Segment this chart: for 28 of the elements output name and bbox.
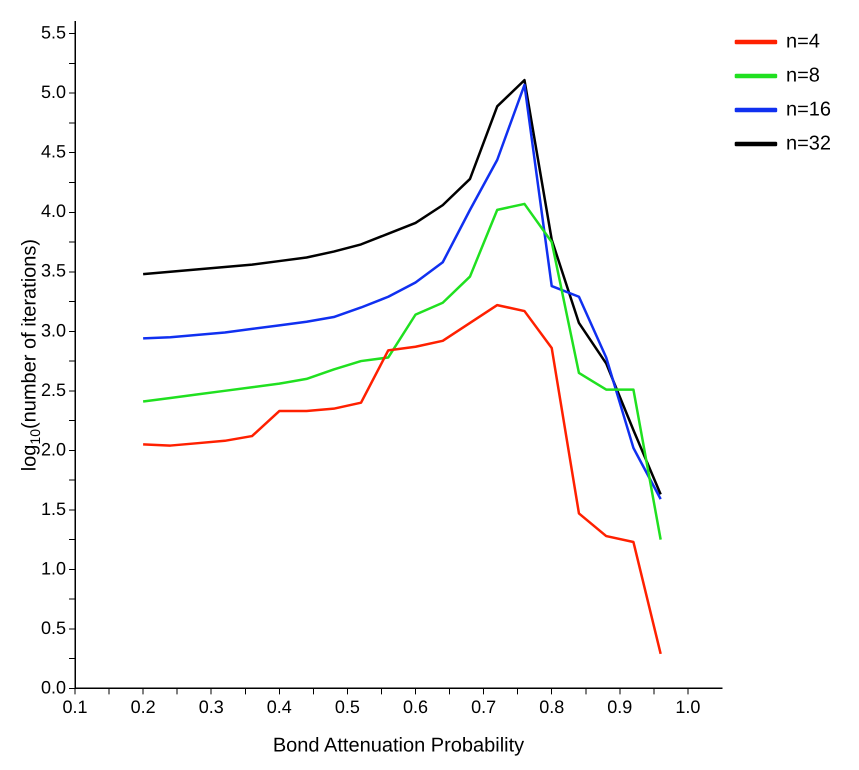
x-tick-label: 0.7 [471, 697, 496, 718]
y-tick-label: 5.0 [40, 82, 66, 102]
y-axis-title: log10(number of iterations) [18, 238, 43, 472]
legend-label: n=4 [786, 30, 820, 53]
y-tick-label: 3.0 [40, 320, 66, 340]
x-tick-label: 0.6 [402, 697, 428, 718]
y-tick-label: 1.5 [40, 498, 66, 519]
x-tick-label: 0.8 [539, 697, 564, 718]
y-tick-label: 1.0 [40, 558, 66, 578]
y-tick-label: 2.0 [40, 439, 66, 460]
x-tick-label: 0.4 [266, 697, 292, 718]
y-tick-label: 4.0 [40, 201, 66, 222]
x-axis-title: Bond Attenuation Probability [272, 734, 524, 757]
x-tick-label: 1.0 [675, 697, 700, 718]
legend-label: n=8 [786, 64, 820, 87]
y-tick-label: 4.5 [40, 142, 66, 162]
y-tick-label: 2.5 [40, 380, 66, 400]
legend-label: n=16 [786, 98, 832, 121]
y-tick-label: 5.5 [40, 22, 66, 43]
x-tick-label: 0.1 [62, 697, 88, 718]
y-tick-label: 0.0 [40, 677, 66, 698]
x-tick-label: 0.3 [198, 697, 224, 718]
legend-label: n=32 [786, 132, 832, 155]
y-tick-label: 0.5 [40, 618, 66, 638]
x-tick-label: 0.5 [334, 697, 360, 718]
x-tick-label: 0.9 [607, 697, 632, 718]
y-tick-label: 3.5 [40, 260, 66, 281]
x-tick-label: 0.2 [130, 697, 156, 718]
